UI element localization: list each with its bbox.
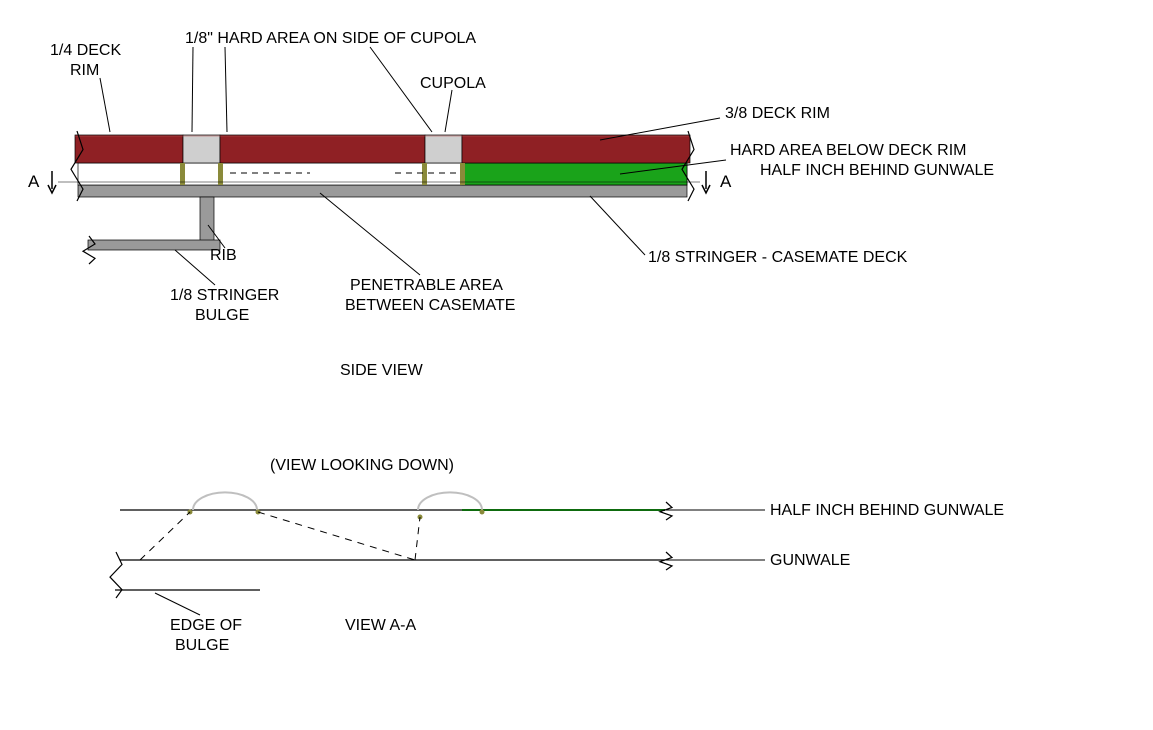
cupola-footprint-arc: [418, 492, 482, 510]
cupola-left: [183, 135, 220, 163]
label-edge-of-bulge: EDGE OF: [170, 617, 242, 634]
label-penetrable: PENETRABLE AREA: [350, 277, 503, 294]
label-stringer-casemate: 1/8 STRINGER - CASEMATE DECK: [648, 249, 908, 266]
armor-scheme-diagram: A A 1/4 DECK RIM 1/8" HARD AREA ON SIDE OF C…: [0, 0, 1153, 730]
label-hard-area-cupola: 1/8" HARD AREA ON SIDE OF CUPOLA: [185, 30, 476, 47]
svg-text:BETWEEN CASEMATE: BETWEEN CASEMATE: [345, 297, 515, 314]
stringer-casemate-deck: [78, 185, 687, 197]
label-cupola: CUPOLA: [420, 75, 486, 92]
svg-text:BULGE: BULGE: [195, 307, 249, 324]
svg-text:HALF INCH BEHIND GUNWALE: HALF INCH BEHIND GUNWALE: [760, 162, 994, 179]
label-three-eighths-rim: 3/8 DECK RIM: [725, 105, 830, 122]
stringer-bulge: [88, 240, 220, 250]
plan-view-subtitle: (VIEW LOOKING DOWN): [270, 457, 454, 474]
plan-view: (VIEW LOOKING DOWN) HALF INCH BEHIND GUNW…: [110, 457, 1004, 654]
label-rib: RIB: [210, 247, 237, 264]
label-gunwale: GUNWALE: [770, 552, 850, 569]
mid-deck-rim: [220, 135, 425, 163]
side-view: A A 1/4 DECK RIM 1/8" HARD AREA ON SIDE OF C…: [28, 30, 994, 379]
label-half-inch-behind-gunwale: HALF INCH BEHIND GUNWALE: [770, 502, 1004, 519]
cupola-right: [425, 135, 462, 163]
label-hard-area-below: HARD AREA BELOW DECK RIM: [730, 142, 967, 159]
label-quarter-deck-rim: 1/4 DECK: [50, 42, 121, 59]
label-stringer-bulge: 1/8 STRINGER: [170, 287, 279, 304]
svg-text:RIM: RIM: [70, 62, 99, 79]
three-eighths-deck-rim: [462, 135, 690, 163]
side-view-title: SIDE VIEW: [340, 362, 424, 379]
plan-view-title: VIEW A-A: [345, 617, 416, 634]
section-letter-left: A: [28, 172, 40, 191]
cupola-footprint-arc: [193, 492, 257, 510]
section-letter-right: A: [720, 172, 732, 191]
quarter-deck-rim: [75, 135, 183, 163]
svg-text:BULGE: BULGE: [175, 637, 229, 654]
